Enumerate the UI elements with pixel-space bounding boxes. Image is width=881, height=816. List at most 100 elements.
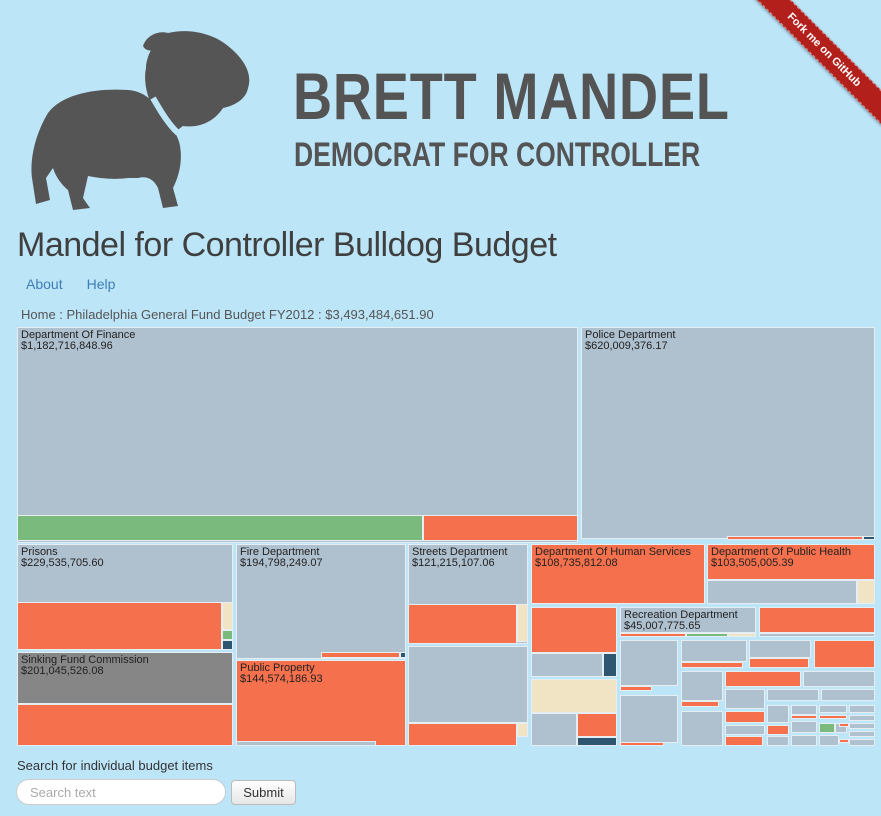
treemap-subcell[interactable] (725, 725, 765, 735)
treemap-subcell[interactable] (849, 715, 875, 721)
treemap-subcell[interactable] (620, 686, 652, 691)
treemap-subcell[interactable] (408, 646, 528, 723)
treemap-subcell[interactable] (857, 580, 875, 604)
treemap-subcell[interactable] (725, 689, 765, 709)
treemap-subcell[interactable] (725, 711, 765, 723)
treemap-subcell[interactable] (821, 689, 875, 701)
treemap-cell-public-property[interactable]: Public Property $144,574,186.93 (236, 660, 406, 746)
treemap-subcell[interactable] (681, 711, 723, 746)
treemap-subcell[interactable] (849, 731, 875, 737)
treemap-cell-sinking-fund[interactable]: Sinking Fund Commission $201,045,526.08 (17, 652, 233, 704)
treemap-subcell[interactable] (681, 671, 723, 701)
candidate-name: BRETT MANDEL (293, 59, 730, 133)
treemap-subcell[interactable] (819, 705, 847, 713)
treemap-subcell[interactable] (791, 715, 817, 719)
dept-name: Department Of Human Services (535, 546, 691, 558)
treemap-subcell[interactable] (839, 723, 849, 727)
treemap-subcell[interactable] (767, 736, 789, 746)
treemap-subcell[interactable] (819, 715, 847, 719)
treemap-subcell[interactable] (517, 723, 528, 737)
treemap-subcell[interactable] (517, 604, 528, 642)
treemap-subcell[interactable] (603, 653, 617, 677)
treemap-subcell[interactable] (728, 633, 756, 637)
treemap-subcell[interactable] (620, 742, 664, 746)
treemap-subcell[interactable] (791, 721, 817, 733)
treemap-subcell[interactable] (531, 653, 603, 677)
search-input[interactable] (16, 779, 226, 805)
dept-amount: $45,007,775.65 (624, 620, 701, 632)
fork-on-github-ribbon[interactable]: Fork me on GitHub (751, 0, 881, 126)
treemap-subcell[interactable] (321, 652, 400, 658)
treemap-subcell[interactable] (849, 723, 875, 729)
dept-name: Police Department (585, 329, 676, 341)
treemap-subcell[interactable] (236, 741, 376, 746)
page-title: Mandel for Controller Bulldog Budget (17, 226, 557, 264)
submit-button[interactable]: Submit (231, 780, 296, 805)
dept-amount: $201,045,526.08 (21, 665, 104, 677)
treemap-subcell[interactable] (423, 515, 578, 541)
treemap-subcell[interactable] (17, 602, 222, 650)
treemap-subcell[interactable] (849, 705, 875, 713)
treemap-subcell[interactable] (577, 713, 617, 737)
budget-treemap: Department Of Finance $1,182,716,848.96 P… (17, 327, 875, 746)
dept-amount: $103,505,005.39 (711, 557, 794, 569)
treemap-subcell[interactable] (767, 689, 819, 701)
treemap-subcell[interactable] (681, 662, 743, 668)
treemap-subcell[interactable] (531, 713, 577, 746)
treemap-subcell[interactable] (620, 695, 678, 743)
breadcrumb: Home : Philadelphia General Fund Budget … (21, 307, 434, 322)
treemap-subcell[interactable] (727, 536, 863, 540)
treemap-subcell[interactable] (814, 640, 875, 668)
treemap-subcell[interactable] (408, 604, 517, 644)
nav-about-link[interactable]: About (26, 276, 63, 292)
treemap-cell-police[interactable]: Police Department $620,009,376.17 (581, 327, 875, 539)
treemap-subcell[interactable] (759, 633, 875, 637)
treemap-subcell[interactable] (791, 705, 817, 715)
dept-amount: $194,798,249.07 (240, 557, 323, 569)
treemap-subcell[interactable] (849, 739, 875, 746)
treemap-cell-fire[interactable]: Fire Department $194,798,249.07 (236, 544, 406, 659)
treemap-subcell[interactable] (749, 640, 811, 658)
treemap-subcell[interactable] (749, 658, 809, 668)
dept-amount: $144,574,186.93 (240, 673, 323, 685)
candidate-subtitle: DEMOCRAT FOR CONTROLLER (294, 136, 701, 174)
treemap-subcell[interactable] (725, 671, 801, 687)
treemap-subcell[interactable] (222, 640, 233, 650)
treemap-subcell[interactable] (681, 640, 747, 662)
treemap-subcell[interactable] (819, 735, 839, 746)
treemap-subcell[interactable] (707, 580, 857, 604)
treemap-subcell[interactable] (686, 633, 728, 637)
treemap-subcell[interactable] (863, 536, 875, 540)
nav-help-link[interactable]: Help (86, 276, 116, 292)
dept-amount: $620,009,376.17 (585, 340, 668, 352)
treemap-subcell[interactable] (222, 602, 233, 630)
treemap-subcell[interactable] (767, 725, 789, 735)
dept-name: Fire Department (240, 546, 320, 558)
treemap-subcell[interactable] (531, 607, 617, 653)
treemap-subcell[interactable] (767, 705, 789, 723)
treemap-subcell[interactable] (408, 723, 517, 746)
treemap-subcell[interactable] (759, 607, 875, 633)
dept-name: Sinking Fund Commission (21, 654, 149, 666)
dept-name: Streets Department (412, 546, 508, 558)
treemap-subcell[interactable] (725, 736, 763, 746)
treemap-subcell[interactable] (222, 630, 233, 640)
treemap-cell-finance[interactable]: Department Of Finance $1,182,716,848.96 (17, 327, 578, 543)
dept-name: Recreation Department (624, 609, 738, 621)
treemap-cell-recreation[interactable]: Recreation Department $45,007,775.65 (620, 607, 756, 633)
treemap-subcell[interactable] (531, 679, 617, 713)
treemap-subcell[interactable] (400, 652, 406, 658)
treemap-subcell[interactable] (17, 515, 423, 541)
treemap-subcell[interactable] (681, 701, 719, 707)
treemap-cell-public-health[interactable]: Department Of Public Health $103,505,005.… (707, 544, 875, 580)
treemap-subcell[interactable] (577, 737, 617, 746)
treemap-subcell[interactable] (791, 735, 817, 746)
treemap-subcell[interactable] (803, 671, 875, 687)
treemap-subcell[interactable] (620, 640, 678, 686)
treemap-subcell[interactable] (620, 633, 686, 637)
treemap-subcell[interactable] (17, 704, 233, 746)
treemap-cell-human-services[interactable]: Department Of Human Services $108,735,812… (531, 544, 705, 604)
treemap-subcell[interactable] (839, 739, 849, 743)
dept-name: Public Property (240, 662, 315, 674)
treemap-subcell[interactable] (819, 723, 835, 733)
